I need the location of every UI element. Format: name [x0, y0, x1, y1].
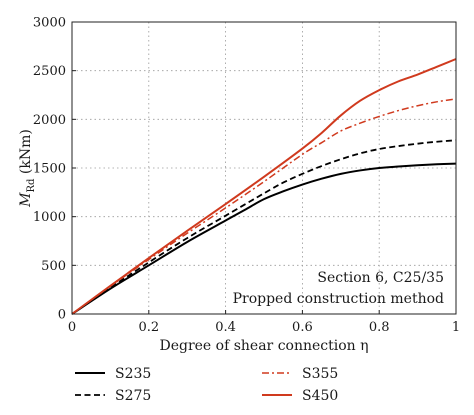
- x-tick-label: 0.6: [292, 320, 313, 335]
- series-line-s235: [71, 162, 457, 315]
- legend-label-s355: S355: [302, 366, 338, 382]
- legend: S235 S275 S355 S450: [75, 366, 338, 404]
- annotation-method: Propped construction method: [233, 291, 444, 307]
- grid: [72, 22, 456, 314]
- tick-labels: 0 0.2 0.4 0.6 0.8 1 0 500 1000 1500 2000 2500 3000: [33, 16, 460, 336]
- legend-label-s450: S450: [302, 388, 338, 404]
- y-tick-label: 0: [58, 308, 66, 323]
- series-line-s450: [71, 58, 457, 315]
- series-line-s355: [71, 98, 457, 315]
- y-axis-label-unit: (kNm): [18, 129, 34, 178]
- annotation-section: Section 6, C25/35: [317, 270, 444, 286]
- y-tick-label: 1000: [33, 210, 66, 225]
- y-tick-label: 2000: [33, 113, 66, 128]
- y-tick-label: 2500: [33, 64, 66, 79]
- x-tick-label: 0.8: [369, 320, 390, 335]
- y-axis-label: MRd (kNm): [18, 129, 37, 208]
- y-tick-label: 500: [41, 259, 66, 274]
- ticks: [71, 21, 457, 315]
- x-axis-label: Degree of shear connection η: [159, 338, 368, 354]
- legend-label-s275: S275: [115, 388, 151, 404]
- x-tick-label: 0.2: [138, 320, 159, 335]
- x-tick-label: 0: [68, 320, 76, 335]
- y-axis-label-main: M: [18, 192, 34, 208]
- series-line-s275: [71, 139, 457, 315]
- x-tick-label: 0.4: [215, 320, 236, 335]
- series-layer: [71, 58, 457, 315]
- legend-label-s235: S235: [115, 366, 151, 382]
- y-tick-label: 3000: [33, 16, 66, 31]
- y-axis-label-sub: Rd: [26, 178, 37, 193]
- y-tick-label: 1500: [33, 162, 66, 177]
- x-tick-label: 1: [452, 320, 460, 335]
